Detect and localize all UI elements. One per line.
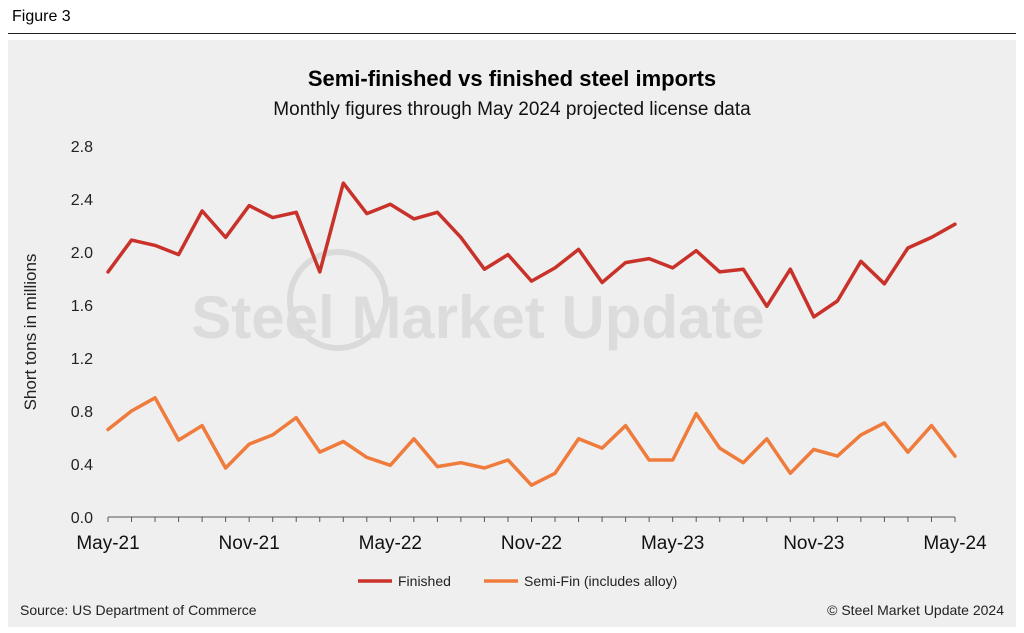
legend-label: Semi-Fin (includes alloy) [524,573,677,589]
watermark: Steel Market Update [191,249,765,351]
legend-label: Finished [398,573,451,589]
x-tick-label: May-22 [359,533,422,554]
watermark-logo-icon [287,249,389,351]
copyright-note: © Steel Market Update 2024 [827,602,1004,618]
y-tick-label: 0.4 [71,457,93,474]
chart-title: Semi-finished vs finished steel imports [307,66,717,91]
x-tick-label: May-24 [923,533,987,554]
figure-divider [8,33,1016,34]
x-tick-label: Nov-23 [783,533,844,554]
chart-subtitle: Monthly figures through May 2024 project… [273,99,751,120]
figure-label: Figure 3 [12,8,71,25]
x-tick-label: Nov-22 [501,533,562,554]
y-axis: 0.0 0.4 0.8 1.2 1.6 2.0 2.4 2.8 [71,139,93,527]
x-axis: May-21 Nov-21 May-22 Nov-22 May-23 Nov-23 May-… [76,516,987,554]
x-tick-label: May-23 [641,533,704,554]
y-tick-label: 2.4 [71,192,93,209]
y-axis-label: Short tons in millions [21,254,40,411]
x-tick-label: Nov-21 [219,533,280,554]
y-tick-label: 0.8 [71,404,93,421]
y-tick-label: 0.0 [71,510,93,527]
legend: Finished Semi-Fin (includes alloy) [358,573,677,589]
y-tick-label: 2.0 [71,245,93,262]
watermark-text: Steel Market Update [191,284,765,351]
chart-panel [8,40,1016,627]
y-tick-label: 2.8 [71,139,93,156]
series-line-semi-fin [106,396,957,487]
series-layer [106,181,957,487]
series-line-finished [106,181,957,319]
y-tick-label: 1.2 [71,351,93,368]
x-tick-label: May-21 [76,533,139,554]
source-note: Source: US Department of Commerce [20,602,257,618]
y-tick-label: 1.6 [71,298,93,315]
